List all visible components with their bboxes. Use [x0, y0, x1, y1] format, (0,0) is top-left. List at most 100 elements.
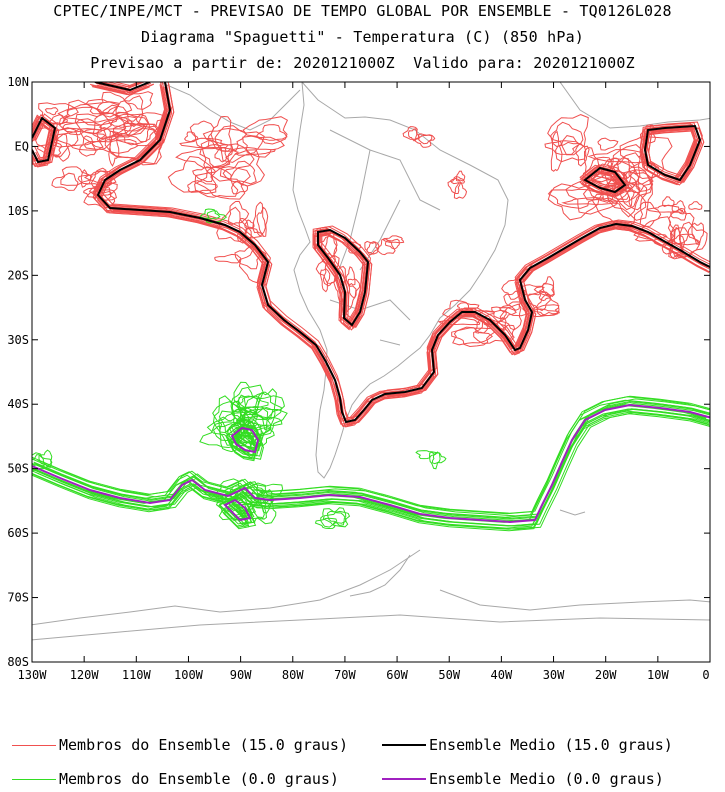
member-15c-contour — [123, 113, 150, 143]
member-0c-contour — [231, 400, 246, 426]
member-15c-contour — [242, 116, 289, 145]
member-15c-contour — [96, 91, 133, 118]
member-15c-contour — [453, 182, 468, 200]
member-0c-line — [37, 411, 710, 530]
member-15c-contour — [78, 135, 97, 157]
map-frame — [31, 81, 711, 663]
member-0c-contour — [322, 510, 351, 528]
member-15c-contour — [52, 133, 71, 162]
member-15c-contour — [110, 112, 134, 128]
member-15c-contour — [84, 138, 139, 154]
latitude-labels: 10N EQ 10S 20S 30S 40S 50S 60S 70S 80S — [7, 75, 29, 669]
member-15c-contour — [581, 156, 618, 189]
antarctic-peninsula — [349, 554, 411, 597]
member-15c-contour — [447, 177, 462, 194]
legend-item-members-15c: Membros do Ensemble (15.0 graus) — [12, 736, 348, 754]
member-15c-contour — [547, 183, 603, 221]
member-15c-contour — [187, 180, 218, 193]
member-15c-contour — [499, 303, 522, 331]
member-15c-contour — [544, 140, 581, 155]
member-15c-contour — [364, 240, 380, 256]
y-tick-label: 70S — [7, 591, 29, 605]
member-0c-line — [32, 410, 709, 529]
member-15c-contour — [179, 137, 229, 149]
member-15c-line — [32, 86, 710, 428]
ensemble-mean-0c — [32, 403, 710, 524]
member-15c-contour — [51, 172, 79, 191]
legend-swatch-red — [12, 744, 56, 746]
member-15c-line — [35, 83, 710, 425]
member-15c-contour — [633, 231, 668, 242]
member-15c-contour — [214, 253, 242, 264]
member-15c-contour — [550, 130, 563, 172]
y-tick-label: 50S — [7, 462, 29, 476]
x-tick-label: 100W — [174, 668, 204, 682]
member-15c-contour — [533, 283, 555, 297]
y-tick-label: 40S — [7, 397, 29, 411]
member-15c-contour — [377, 237, 396, 256]
member-15c-line — [33, 84, 710, 426]
legend-swatch-black — [382, 744, 426, 746]
x-tick-label: 0 — [702, 668, 709, 682]
member-15c-contour — [92, 104, 149, 140]
member-0c-contour — [326, 507, 347, 527]
member-0c-contour — [32, 454, 45, 467]
member-15c-contour — [60, 166, 93, 186]
member-15c-contour — [456, 170, 466, 182]
member-0c-contour — [431, 452, 447, 465]
y-tick-label: 80S — [7, 655, 29, 669]
member-15c-contour — [227, 200, 250, 225]
member-15c-contour — [256, 206, 269, 238]
member-15c-contour — [530, 304, 560, 316]
member-15c-contour — [451, 327, 496, 348]
member-15c-contour — [547, 114, 589, 156]
member-15c-contour — [175, 147, 234, 169]
x-tick-label: 110W — [122, 668, 152, 682]
x-tick-label: 20W — [595, 668, 617, 682]
member-15c-contour — [606, 169, 640, 218]
member-15c-contour — [591, 190, 647, 229]
legend-item-mean-15c: Ensemble Medio (15.0 graus) — [382, 736, 673, 754]
member-15c-line — [35, 83, 710, 425]
legend-item-mean-0c: Ensemble Medio (0.0 graus) — [382, 770, 664, 788]
member-15c-contour — [645, 204, 684, 213]
members-15c-contours — [32, 82, 710, 428]
member-15c-contour — [74, 112, 127, 150]
member-15c-contour — [639, 124, 657, 144]
member-0c-contour — [254, 388, 277, 431]
member-15c-contour — [44, 107, 59, 116]
member-0c-contour — [231, 394, 247, 422]
members-0c-contours — [32, 208, 710, 532]
member-15c-contour — [222, 160, 257, 185]
member-15c-contour — [597, 137, 619, 151]
member-15c-contour — [639, 201, 662, 227]
y-tick-label: 60S — [7, 526, 29, 540]
member-15c-contour — [668, 208, 695, 246]
member-0c-line — [32, 413, 710, 532]
y-tick-label: 20S — [7, 268, 29, 282]
ensemble-mean-15c — [32, 82, 710, 424]
x-tick-label: 80W — [282, 668, 304, 682]
member-15c-contour — [670, 207, 687, 221]
member-15c-contour — [561, 196, 618, 205]
x-tick-label: 130W — [18, 668, 48, 682]
member-15c-contour — [319, 267, 331, 293]
member-15c-contour — [83, 170, 117, 185]
member-0c-contour — [314, 517, 338, 530]
member-15c-contour — [491, 306, 517, 320]
legend-swatch-green — [12, 778, 56, 780]
member-15c-contour — [167, 155, 217, 195]
x-tick-label: 10W — [647, 668, 669, 682]
title-line-2: Diagrama "Spaguetti" - Temperatura (C) (… — [140, 28, 585, 46]
antarctica-coast — [32, 549, 710, 641]
legend-label-mean-15c: Ensemble Medio (15.0 graus) — [429, 736, 673, 754]
member-15c-contour — [38, 102, 79, 126]
axis-ticks — [31, 81, 711, 663]
member-15c-contour — [452, 326, 494, 346]
title-line-1: CPTEC/INPE/MCT - PREVISAO DE TEMPO GLOBA… — [53, 2, 672, 20]
africa-coast — [559, 82, 710, 129]
legend-swatch-purple — [382, 778, 426, 780]
mean-15c-main-line — [32, 82, 710, 424]
member-15c-contour — [50, 127, 109, 148]
